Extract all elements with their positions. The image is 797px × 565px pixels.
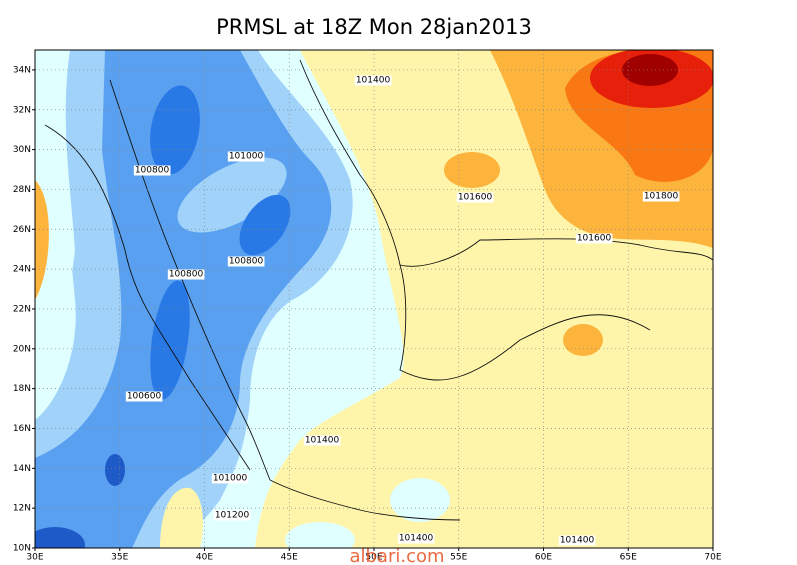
- lat-label: 18N: [13, 384, 31, 394]
- lat-label: 20N: [13, 344, 31, 354]
- fill-blue: [150, 280, 190, 400]
- fill-blue: [239, 194, 291, 256]
- fill-dark-blue: [35, 527, 85, 548]
- lat-label: 14N: [13, 464, 31, 474]
- fill-blue: [150, 85, 200, 175]
- contour-label: 100600: [127, 392, 162, 402]
- label-box: [397, 533, 435, 544]
- fill-light-blue: [177, 157, 287, 233]
- contour-label: 101000: [213, 474, 248, 484]
- lon-label: 65E: [620, 553, 637, 563]
- label-box: [125, 391, 163, 402]
- lon-label: 45E: [281, 553, 298, 563]
- lon-label: 30E: [26, 553, 43, 563]
- watermark: albari.com: [349, 546, 444, 565]
- label-box: [642, 191, 680, 202]
- lat-label: 28N: [13, 185, 31, 195]
- pressure-field: [35, 50, 713, 548]
- label-box: [354, 75, 392, 86]
- fill-light-cyan: [35, 50, 75, 360]
- contour-label: 101800: [644, 192, 679, 202]
- fill-high: [160, 487, 203, 548]
- axis-labels: 10N 12N 14N 16N 18N 20N 22N 24N 26N 28N 30N 32N 34N 3…: [13, 65, 722, 562]
- lat-label: 10N: [13, 544, 31, 554]
- lat-label: 16N: [13, 424, 31, 434]
- lon-label: 50E: [365, 553, 382, 563]
- lat-label: 24N: [13, 265, 31, 275]
- map-title: PRMSL at 18Z Mon 28jan2013: [216, 15, 532, 39]
- fill-orange: [444, 152, 500, 188]
- contour-label: 101600: [458, 193, 493, 203]
- fill-orange: [563, 324, 603, 356]
- contour-label: 101000: [229, 152, 264, 162]
- fill-light-cyan: [390, 478, 450, 522]
- contour-label: 101400: [560, 536, 595, 546]
- lon-label: 55E: [450, 553, 467, 563]
- label-box: [213, 510, 251, 521]
- label-box: [456, 192, 494, 203]
- contour-label: 101200: [215, 511, 250, 521]
- lat-label: 22N: [13, 304, 31, 314]
- lon-label: 40E: [196, 553, 213, 563]
- fill-orange: [35, 180, 49, 300]
- label-box: [211, 473, 249, 484]
- label-box: [133, 165, 171, 176]
- label-box: [558, 535, 596, 546]
- contour-label: 100800: [229, 257, 264, 267]
- label-box: [227, 256, 265, 267]
- coastline: [44, 59, 713, 521]
- lat-label: 34N: [13, 65, 31, 75]
- label-box: [167, 269, 205, 280]
- contour-label: 101400: [399, 534, 434, 544]
- contour-labels: 101400 100800 101000 101600 101800 10160…: [125, 75, 680, 546]
- lon-label: 35E: [111, 553, 128, 563]
- contour-label: 100800: [135, 166, 170, 176]
- contour-label: 101600: [577, 234, 612, 244]
- lat-label: 12N: [13, 504, 31, 514]
- contour-label: 101400: [356, 76, 391, 86]
- label-box: [575, 233, 613, 244]
- label-box: [303, 435, 341, 446]
- graticule: [35, 50, 713, 548]
- fill-light-cyan: [285, 522, 355, 548]
- contour-label: 101400: [305, 436, 340, 446]
- lon-label: 60E: [535, 553, 552, 563]
- lon-label: 70E: [704, 553, 721, 563]
- fill-dark-red: [622, 54, 678, 86]
- fill-dark-blue: [105, 454, 125, 486]
- lat-label: 26N: [13, 225, 31, 235]
- label-box: [227, 151, 265, 162]
- lat-label: 32N: [13, 105, 31, 115]
- contour-label: 100800: [169, 270, 204, 280]
- lat-label: 30N: [13, 145, 31, 155]
